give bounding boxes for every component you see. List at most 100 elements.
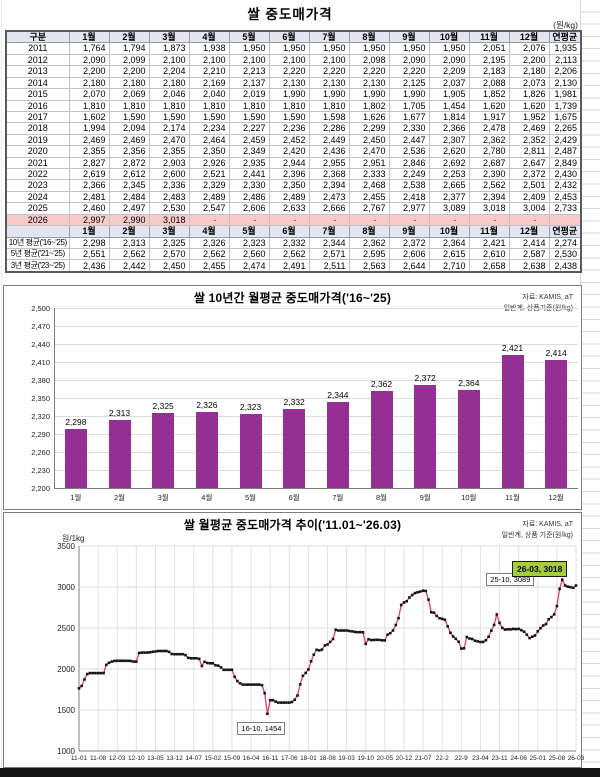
column-header[interactable]: 5월 (228, 225, 270, 238)
table-cell[interactable]: 1,802 (348, 99, 390, 112)
table-cell[interactable]: 2,418 (388, 190, 430, 204)
table-cell[interactable]: - (188, 213, 230, 227)
price-table[interactable]: 구분 1월 2월 3월 4월 5월 6월 7월 8월 9월 10월 11월 12월 연평균 2011 1,76… (5, 30, 582, 273)
table-cell[interactable]: 2,610 (468, 247, 510, 261)
table-cell[interactable]: 2,935 (228, 156, 270, 170)
table-cell[interactable]: 2,372 (508, 168, 550, 181)
table-cell[interactable]: 2,606 (228, 202, 270, 215)
column-header[interactable]: 11월 (468, 30, 510, 44)
table-cell[interactable]: 2,486 (228, 190, 270, 204)
column-header[interactable]: 12월 (508, 30, 550, 44)
table-cell[interactable]: 1,873 (148, 42, 190, 55)
table-cell[interactable]: 2,562 (268, 247, 310, 261)
table-cell[interactable]: 2,051 (468, 42, 510, 55)
table-cell[interactable]: 2,366 (428, 122, 470, 135)
table-cell[interactable]: 1,852 (468, 88, 510, 101)
table-cell[interactable]: 2,200 (68, 65, 110, 78)
row-label[interactable]: 2021 (5, 156, 70, 170)
table-cell[interactable]: 2,955 (308, 156, 350, 170)
table-cell[interactable]: 1,705 (388, 99, 430, 112)
table-cell[interactable]: 2,220 (348, 65, 390, 78)
table-cell[interactable]: 1,626 (348, 110, 390, 124)
row-label[interactable]: 3년 평균('23~'25) (5, 259, 70, 273)
column-header[interactable]: 4월 (188, 30, 230, 44)
table-cell[interactable]: 1,994 (68, 122, 110, 135)
table-cell-avg[interactable]: 2,113 (548, 53, 582, 67)
table-cell[interactable]: 2,355 (148, 145, 190, 158)
table-cell[interactable]: 2,436 (308, 145, 350, 158)
column-header[interactable] (5, 225, 70, 238)
table-cell[interactable]: 2,046 (148, 88, 190, 101)
table-cell[interactable]: 2,450 (348, 133, 390, 147)
table-cell[interactable]: 2,470 (148, 133, 190, 147)
table-cell[interactable]: 1,950 (268, 42, 310, 55)
table-cell[interactable]: 2,497 (108, 202, 150, 215)
table-cell[interactable]: 2,286 (308, 122, 350, 135)
table-cell[interactable]: 2,571 (308, 247, 350, 261)
table-cell[interactable]: 2,710 (428, 259, 470, 273)
column-header[interactable]: 7월 (308, 225, 350, 238)
table-cell[interactable]: 3,018 (468, 202, 510, 215)
table-cell[interactable]: 2,560 (228, 247, 270, 261)
table-cell[interactable]: 2,396 (268, 168, 310, 181)
table-cell[interactable]: 2,447 (388, 133, 430, 147)
table-cell[interactable]: 2,249 (388, 168, 430, 181)
column-header[interactable]: 9월 (388, 225, 430, 238)
table-cell[interactable]: 2,538 (388, 179, 430, 192)
table-cell-avg[interactable]: 1,739 (548, 99, 582, 112)
table-cell[interactable]: 1,938 (188, 42, 230, 55)
row-label[interactable]: 2014 (5, 76, 70, 90)
table-cell[interactable]: 2,330 (388, 122, 430, 135)
table-cell[interactable]: 2,767 (348, 202, 390, 215)
table-cell[interactable]: 2,213 (228, 65, 270, 78)
table-cell[interactable]: 2,469 (68, 133, 110, 147)
table-cell[interactable]: 2,130 (348, 76, 390, 90)
table-cell[interactable]: 2,473 (308, 190, 350, 204)
table-cell[interactable]: 2,350 (268, 179, 310, 192)
table-cell[interactable]: 1,810 (148, 99, 190, 112)
table-cell[interactable]: - (468, 213, 510, 227)
table-cell[interactable]: 2,469 (508, 122, 550, 135)
table-cell[interactable]: 2,846 (388, 156, 430, 170)
table-cell[interactable]: 2,481 (68, 190, 110, 204)
table-cell[interactable]: 2,436 (68, 259, 110, 273)
table-cell-avg[interactable]: 1,935 (548, 42, 582, 55)
table-cell[interactable]: 2,414 (508, 236, 550, 250)
table-cell[interactable]: 2,307 (428, 133, 470, 147)
table-cell[interactable]: 2,364 (428, 236, 470, 250)
table-cell[interactable]: - (348, 213, 390, 227)
table-cell[interactable]: 2,234 (188, 122, 230, 135)
table-cell[interactable]: 1,590 (268, 110, 310, 124)
table-cell[interactable]: 1,677 (388, 110, 430, 124)
table-cell[interactable]: 2,511 (308, 259, 350, 273)
table-cell[interactable]: 2,137 (228, 76, 270, 90)
table-cell[interactable]: 2,326 (188, 236, 230, 250)
table-cell[interactable]: 2,073 (508, 76, 550, 90)
table-cell[interactable]: 1,814 (428, 110, 470, 124)
table-cell[interactable]: 2,299 (348, 122, 390, 135)
row-label[interactable]: 2026 (5, 213, 70, 227)
table-cell[interactable]: 2,620 (428, 145, 470, 158)
table-cell[interactable]: 2,390 (468, 168, 510, 181)
table-cell[interactable]: 2,468 (348, 179, 390, 192)
table-cell[interactable]: 2,130 (268, 76, 310, 90)
table-cell[interactable]: 2,501 (508, 179, 550, 192)
table-cell[interactable]: 2,990 (108, 213, 150, 227)
table-cell[interactable]: 2,070 (68, 88, 110, 101)
table-cell[interactable]: 2,349 (228, 145, 270, 158)
column-header[interactable]: 8월 (348, 30, 390, 44)
table-cell[interactable]: 2,903 (148, 156, 190, 170)
table-cell[interactable]: 2,944 (268, 156, 310, 170)
table-cell[interactable]: 1,905 (428, 88, 470, 101)
row-label[interactable]: 2012 (5, 53, 70, 67)
table-cell[interactable]: 1,950 (428, 42, 470, 55)
table-cell-avg[interactable]: 2,429 (548, 133, 582, 147)
table-cell[interactable]: 2,687 (468, 156, 510, 170)
table-cell[interactable]: 2,100 (308, 53, 350, 67)
table-cell[interactable]: 1,990 (388, 88, 430, 101)
row-label[interactable]: 2022 (5, 168, 70, 181)
table-cell[interactable]: 1,598 (308, 110, 350, 124)
table-cell[interactable]: 2,478 (468, 122, 510, 135)
table-cell[interactable]: 1,950 (348, 42, 390, 55)
table-cell[interactable]: 2,547 (188, 202, 230, 215)
